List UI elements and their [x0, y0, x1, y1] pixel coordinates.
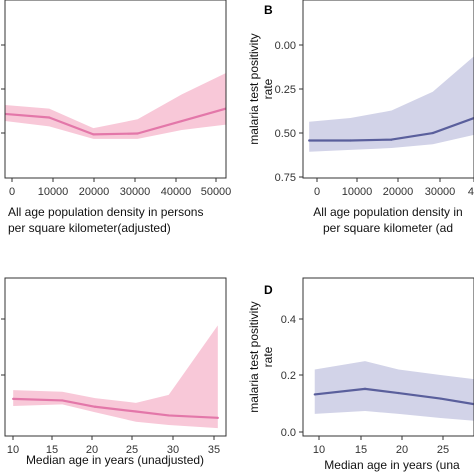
- x-axis-label: Median age in years (una: [324, 458, 460, 472]
- data-point: [349, 139, 352, 142]
- data-point: [390, 138, 393, 141]
- data-point: [397, 391, 400, 395]
- plot-frame: [302, 277, 474, 437]
- panel-d: 10 15 20 25 0.0 0.2 0.4 Median age in years (un…: [247, 277, 474, 472]
- x-tick-label: 30000: [120, 186, 151, 198]
- panel-c: 10 15 20 25 30 35 Median age in years (unadjus…: [1, 277, 227, 467]
- x-tick-label: 20: [396, 444, 408, 456]
- y-axis-label: rate: [261, 346, 275, 367]
- y-axis-label: rate: [261, 78, 275, 99]
- data-point: [431, 131, 434, 135]
- plot-area: [308, 56, 474, 152]
- y-tick-label: 0.4: [281, 314, 296, 326]
- x-tick-label: 25: [437, 444, 449, 456]
- data-point: [92, 133, 95, 136]
- x-tick-label: 10: [313, 444, 325, 456]
- x-tick-label: 40: [468, 186, 474, 198]
- x-tick-label: 25: [126, 444, 138, 456]
- data-point: [313, 393, 316, 396]
- data-point: [180, 119, 183, 123]
- x-tick-label: 30: [167, 444, 179, 456]
- x-tick-label: 10: [7, 444, 19, 456]
- confidence-band: [13, 325, 218, 429]
- plot-frame: [4, 277, 227, 437]
- confidence-band: [309, 56, 474, 152]
- data-point: [167, 414, 170, 417]
- x-tick-label: 15: [355, 444, 367, 456]
- panel-b: 0 10000 20000 30000 40 0.00 0.25 0.50 0.75 All ag…: [247, 0, 474, 235]
- y-tick-label: 0.25: [275, 84, 296, 96]
- y-axis-label: malaria test positivity: [247, 33, 261, 144]
- data-point: [61, 399, 64, 402]
- x-tick-label: 15: [46, 444, 58, 456]
- confidence-band: [5, 72, 226, 139]
- x-tick-label: 20000: [79, 186, 110, 198]
- x-tick-label: 30000: [425, 186, 456, 198]
- plot-area: [5, 72, 226, 139]
- data-point: [363, 387, 367, 390]
- x-tick-label: 10000: [38, 186, 69, 198]
- y-tick-label: 0.2: [281, 370, 296, 382]
- data-point: [216, 416, 219, 419]
- x-tick-label: 40000: [161, 186, 192, 198]
- y-tick-label: 0.75: [275, 172, 296, 184]
- data-point: [93, 405, 97, 408]
- data-point: [12, 397, 15, 400]
- confidence-band: [314, 361, 474, 421]
- x-axis-label: per square kilometer(adjusted): [8, 221, 171, 235]
- x-axis-label: Median age in years (unadjusted): [26, 453, 204, 467]
- plot-area: [12, 325, 219, 429]
- series-line: [13, 397, 218, 419]
- panel-letter: B: [264, 3, 273, 17]
- x-tick-label: 35: [208, 444, 220, 456]
- y-tick-label: 0.0: [281, 427, 296, 439]
- data-point: [48, 116, 51, 119]
- data-point: [136, 132, 139, 135]
- data-point: [439, 397, 442, 400]
- panel-letter: D: [264, 283, 273, 297]
- x-axis-label: per square kilometer (ad: [323, 221, 453, 235]
- x-tick-label: 20: [86, 444, 98, 456]
- x-tick-label: 20000: [383, 186, 414, 198]
- data-point: [308, 139, 311, 142]
- plot-area: [313, 361, 474, 421]
- y-tick-label: 0.50: [275, 128, 296, 140]
- x-axis-label: All age population density in persons: [8, 205, 203, 219]
- x-tick-label: 10000: [342, 186, 373, 198]
- series-line: [5, 107, 226, 136]
- x-tick-label: 0: [9, 186, 15, 198]
- y-axis-label: malaria test positivity: [247, 301, 261, 412]
- panel-a: 0 10000 20000 30000 40000 50000 All age popula…: [1, 0, 231, 235]
- y-tick-label: 0.00: [275, 40, 296, 52]
- data-point: [134, 410, 138, 413]
- x-tick-label: 50000: [201, 186, 232, 198]
- x-tick-label: 0: [314, 186, 320, 198]
- x-axis-label: All age population density in: [313, 205, 462, 219]
